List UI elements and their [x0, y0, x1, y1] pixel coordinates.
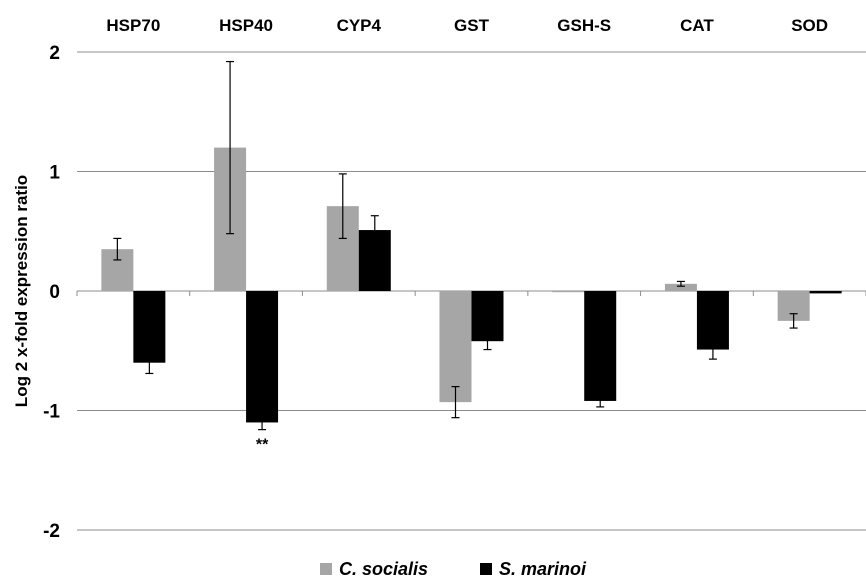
category-label: HSP40 — [219, 16, 273, 35]
y-tick-label: -2 — [43, 521, 60, 542]
category-label: GSH-S — [557, 16, 611, 35]
category-label: GST — [454, 16, 490, 35]
bar — [439, 291, 472, 403]
legend-label: C. socialis — [339, 559, 428, 579]
error-bars — [113, 60, 798, 431]
category-label: CYP4 — [337, 16, 382, 35]
y-tick-label: 2 — [49, 43, 60, 64]
category-label: SOD — [791, 16, 828, 35]
y-tick-label: 0 — [49, 282, 60, 303]
y-tick-label: 1 — [49, 163, 60, 184]
category-label: CAT — [680, 16, 714, 35]
category-label: HSP70 — [106, 16, 160, 35]
category-labels: HSP70 HSP40 CYP4 GST GSH-S CAT SOD — [106, 16, 828, 35]
y-axis-title: Log 2 x-fold expression ratio — [12, 175, 31, 407]
bars — [101, 147, 842, 423]
bar — [133, 291, 166, 363]
bar — [664, 283, 697, 291]
y-tick-label: -1 — [43, 402, 60, 423]
bar — [584, 291, 617, 401]
legend-swatch — [480, 563, 492, 575]
bar — [246, 291, 279, 423]
legend: C. socialis S. marinoi — [320, 559, 587, 579]
bar — [809, 291, 842, 294]
legend-swatch — [320, 563, 332, 575]
y-tick-labels: 2 1 0 -1 -2 — [43, 43, 60, 542]
bar — [552, 291, 585, 293]
legend-label: S. marinoi — [499, 559, 587, 579]
annotations: ** — [256, 437, 269, 454]
significance-annotation: ** — [256, 437, 269, 454]
